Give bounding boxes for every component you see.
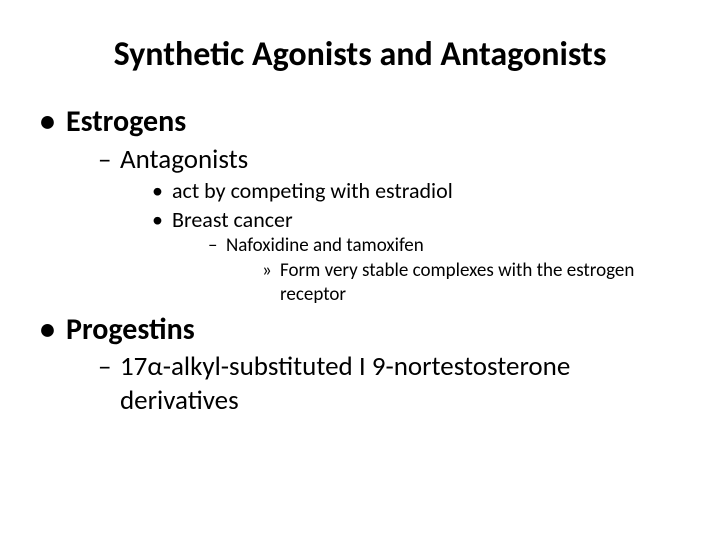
item-progestins-label: Progestins bbox=[66, 311, 195, 348]
sublist-nafoxidine: Form very stable complexes with the estr… bbox=[226, 259, 680, 307]
sublist-estrogens: Antagonists act by competing with estrad… bbox=[66, 143, 680, 307]
item-estrogens-label: Estrogens bbox=[66, 103, 186, 140]
item-17a-derivatives: 17α-alkyl-substituted I 9-nortestosteron… bbox=[98, 350, 680, 418]
item-nafoxidine: Nafoxidine and tamoxifen Form very stabl… bbox=[208, 234, 680, 306]
slide: Synthetic Agonists and Antagonists Estro… bbox=[0, 0, 720, 540]
item-antagonists: Antagonists act by competing with estrad… bbox=[98, 143, 680, 307]
item-breast-cancer: Breast cancer Nafoxidine and tamoxifen F… bbox=[152, 206, 680, 307]
sublist-antagonists: act by competing with estradiol Breast c… bbox=[120, 177, 680, 306]
sublist-progestins: 17α-alkyl-substituted I 9-nortestosteron… bbox=[66, 350, 680, 418]
sublist-breast-cancer: Nafoxidine and tamoxifen Form very stabl… bbox=[172, 234, 680, 306]
item-progestins: Progestins 17α-alkyl-substituted I 9-nor… bbox=[40, 311, 680, 418]
item-nafoxidine-label: Nafoxidine and tamoxifen bbox=[226, 234, 424, 257]
bullet-list: Estrogens Antagonists act by competing w… bbox=[40, 103, 680, 418]
item-breast-cancer-label: Breast cancer bbox=[172, 206, 293, 233]
item-act-by-competing: act by competing with estradiol bbox=[152, 177, 680, 205]
slide-title: Synthetic Agonists and Antagonists bbox=[40, 34, 680, 75]
item-antagonists-label: Antagonists bbox=[120, 143, 248, 176]
item-estrogens: Estrogens Antagonists act by competing w… bbox=[40, 103, 680, 307]
item-form-complexes: Form very stable complexes with the estr… bbox=[262, 259, 680, 307]
